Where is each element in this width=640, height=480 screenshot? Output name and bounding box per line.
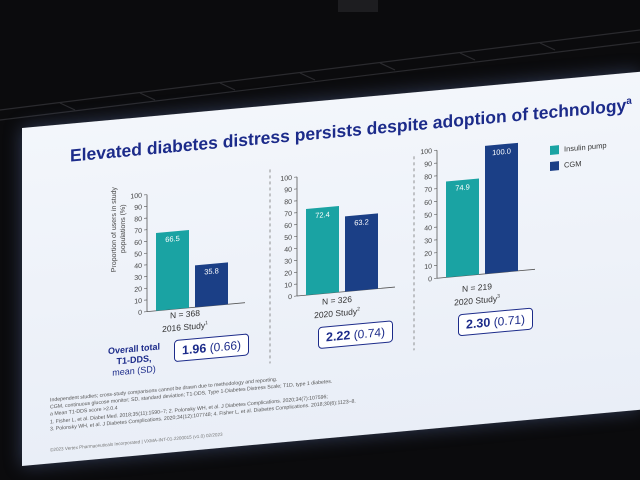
sd-value-2: (0.74) — [353, 324, 386, 342]
legend-swatch-cgm — [550, 161, 559, 171]
y-tick-label: 30 — [134, 274, 142, 282]
y-tick-label: 80 — [134, 216, 142, 224]
ceiling-truss — [0, 0, 640, 121]
data-label: 74.9 — [455, 182, 470, 192]
y-tick-label: 70 — [424, 187, 432, 195]
y-tick-label: 60 — [134, 239, 142, 247]
y-tick-label: 80 — [424, 174, 432, 182]
legend-label-cgm: CGM — [564, 159, 582, 170]
bar-insulin-pump-1 — [156, 229, 189, 311]
y-tick-label: 80 — [284, 199, 292, 207]
y-tick-label: 90 — [284, 187, 292, 195]
y-tick-label: 60 — [284, 223, 292, 231]
y-tick-label: 0 — [428, 276, 432, 283]
y-tick-label: 20 — [134, 286, 142, 294]
legend-swatch-insulin-pump — [550, 145, 559, 155]
bar-cgm-2 — [345, 213, 378, 292]
data-label: 63.2 — [354, 217, 369, 227]
y-tick-label: 70 — [284, 211, 292, 219]
bar-cgm-1 — [195, 262, 228, 308]
presentation-slide: Elevated diabetes distress persists desp… — [22, 71, 640, 466]
y-tick-label: 0 — [138, 310, 142, 317]
y-tick-label: 50 — [424, 212, 432, 220]
y-tick-label: 10 — [134, 298, 142, 306]
y-tick-label: 40 — [134, 263, 142, 271]
y-tick-label: 20 — [424, 251, 432, 259]
data-label: 35.8 — [204, 266, 219, 276]
y-tick-label: 30 — [424, 238, 432, 246]
y-tick-label: 10 — [424, 263, 432, 271]
data-label: 66.5 — [165, 234, 180, 244]
y-tick-label: 40 — [284, 246, 292, 254]
y-tick-label: 90 — [134, 204, 142, 212]
y-tick-label: 0 — [288, 294, 292, 301]
bar-chart: 010203040506070809010066.535.80102030405… — [130, 142, 535, 364]
x-axis-2 — [297, 286, 395, 297]
y-tick-label: 10 — [284, 282, 292, 290]
bar-insulin-pump-3 — [446, 178, 479, 278]
mean-value-2: 2.22 — [326, 328, 351, 345]
mean-value-3: 2.30 — [466, 315, 491, 332]
y-tick-label: 20 — [284, 270, 292, 278]
y-tick-label: 70 — [134, 228, 142, 236]
y-tick-label: 100 — [130, 193, 142, 201]
y-tick-label: 100 — [420, 148, 432, 156]
bar-cgm-3 — [485, 142, 518, 274]
x-axis-3 — [437, 268, 535, 279]
y-tick-label: 50 — [134, 251, 142, 259]
y-tick-label: 100 — [280, 175, 292, 183]
sd-value-3: (0.71) — [493, 312, 526, 330]
y-tick-label: 60 — [424, 199, 432, 207]
legend: Insulin pump CGM — [550, 141, 607, 178]
y-tick-label: 50 — [284, 234, 292, 242]
sd-value-1: (0.66) — [209, 338, 242, 355]
data-label: 72.4 — [315, 210, 330, 220]
y-tick-label: 40 — [424, 225, 432, 233]
y-tick-label: 30 — [284, 258, 292, 266]
overall-total-label: Overall total T1-DDS, mean (SD) — [96, 340, 172, 380]
mean-value-1: 1.96 — [182, 341, 207, 358]
data-label: 100.0 — [492, 147, 511, 158]
legend-item-cgm: CGM — [550, 157, 607, 171]
bar-insulin-pump-2 — [306, 205, 339, 296]
y-tick-label: 90 — [424, 161, 432, 169]
